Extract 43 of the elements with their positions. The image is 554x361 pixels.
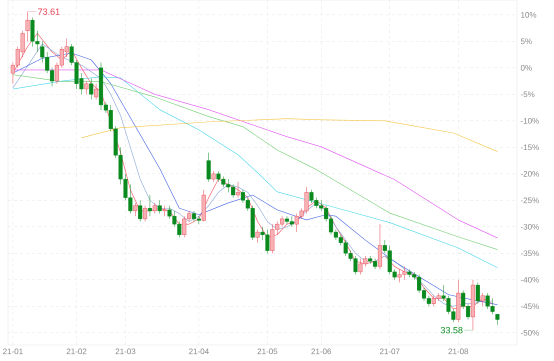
candlestick — [152, 202, 157, 214]
candlestick — [148, 194, 152, 216]
annotation: 33.58 — [440, 326, 463, 334]
candlestick — [158, 200, 162, 214]
x-tick-label: 21-07 — [380, 348, 400, 354]
y-tick-label: 5% — [520, 38, 532, 44]
x-tick-label: 21-06 — [311, 348, 332, 354]
candlestick — [142, 205, 148, 222]
candlestick — [256, 229, 260, 243]
y-tick-label: -35% — [520, 250, 539, 256]
candlestick — [212, 170, 216, 182]
candlestick — [206, 152, 211, 182]
y-tick-label: -40% — [520, 276, 539, 283]
candlestick — [480, 292, 485, 307]
y-tick-label: -50% — [520, 330, 539, 336]
x-tick-label: 21-04 — [189, 348, 209, 354]
x-tick-label: 21-02 — [66, 348, 86, 354]
candlestick — [138, 200, 142, 222]
candlestick — [476, 282, 480, 304]
candlestick — [236, 182, 240, 198]
candlestick — [84, 80, 88, 95]
y-tick-label: 0% — [520, 65, 532, 71]
y-tick-label: -25% — [520, 197, 539, 204]
y-tick-label: -15% — [520, 144, 539, 150]
candlestick — [26, 11, 30, 42]
x-tick-label: 21-05 — [258, 348, 278, 354]
candlestick — [94, 83, 98, 100]
y-tick-label: -10% — [520, 118, 539, 124]
candlestick — [378, 224, 382, 270]
candlestick — [495, 314, 500, 326]
x-tick-label: 21-03 — [116, 348, 136, 354]
y-tick-label: -5% — [520, 92, 534, 98]
candlestick — [162, 205, 167, 216]
x-tick-label: 21-08 — [448, 348, 468, 354]
x-tick-label: 21-01 — [3, 348, 23, 354]
y-tick-label: -30% — [520, 224, 539, 230]
line-series — [81, 118, 498, 152]
y-tick-label: 10% — [521, 12, 536, 18]
y-tick-label: -20% — [520, 170, 539, 177]
candlestick — [89, 78, 94, 100]
candlestick — [133, 202, 138, 216]
y-tick-label: -45% — [520, 303, 539, 310]
annotation: 73.61 — [38, 8, 60, 15]
